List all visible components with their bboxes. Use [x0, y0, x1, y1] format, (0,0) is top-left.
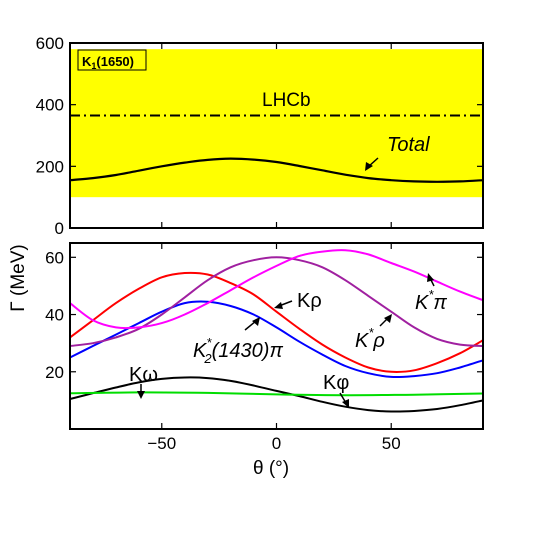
- bottom-panel: 20 40 60 −50 0 50 θ (°) Γ (MeV) Kρ K* 2(1430)π…: [8, 242, 484, 479]
- bottom-y-tick-label: 40: [45, 306, 64, 325]
- bottom-x-tick-label: −50: [147, 434, 176, 453]
- k-omega-label: Kω: [129, 364, 158, 386]
- top-y-tick-label: 0: [55, 219, 64, 238]
- bottom-y-tick-label: 60: [45, 248, 64, 267]
- x-axis-label: θ (°): [253, 458, 289, 479]
- lhcb-label: LHCb: [262, 90, 311, 111]
- k-phi-label: Kφ: [323, 372, 349, 394]
- bottom-y-tick-label: 20: [45, 363, 64, 382]
- k-rho-label: Kρ: [297, 290, 322, 312]
- top-y-tick-label: 400: [36, 96, 64, 115]
- k1-box-suffix: (1650): [96, 54, 134, 69]
- top-panel: LHCb 0 200 400 600 K1(1650) Total: [36, 34, 484, 238]
- series-line-3: [69, 249, 484, 330]
- bottom-frame: [69, 242, 484, 430]
- kstar-rho-arrow: [379, 314, 392, 327]
- total-arrow: [365, 157, 379, 171]
- k2-arrow: [244, 317, 260, 331]
- kstar-pi-label: K*π: [415, 287, 447, 314]
- k1-box-label: K1(1650): [77, 49, 147, 71]
- series-line-1: [69, 300, 484, 379]
- k-phi-arrow: [339, 392, 349, 408]
- series-line-4: [69, 376, 484, 413]
- top-y-tick-label: 200: [36, 157, 64, 176]
- series-line-0: [69, 271, 484, 373]
- kstar-rho-label: K*ρ: [355, 325, 385, 352]
- k2-label: K* 2(1430)π: [193, 335, 283, 366]
- k-rho-arrow: [274, 300, 293, 309]
- k1-box-k: K: [82, 54, 92, 69]
- series-line-5: [69, 391, 484, 397]
- total-label: Total: [387, 134, 430, 156]
- k1-box-sub: 1: [91, 61, 96, 71]
- bottom-x-tick-label: 0: [272, 434, 281, 453]
- kstar-pi-arrow: [427, 273, 435, 287]
- svg-text:K1(1650): K1(1650): [82, 54, 134, 71]
- series-line-2: [69, 256, 484, 347]
- top-band: [70, 49, 483, 198]
- y-axis-label: Γ (MeV): [8, 244, 29, 311]
- k-omega-arrow: [137, 384, 145, 399]
- top-y-tick-label: 600: [36, 34, 64, 53]
- series-line-total: [69, 157, 484, 183]
- bottom-x-tick-label: 50: [382, 434, 401, 453]
